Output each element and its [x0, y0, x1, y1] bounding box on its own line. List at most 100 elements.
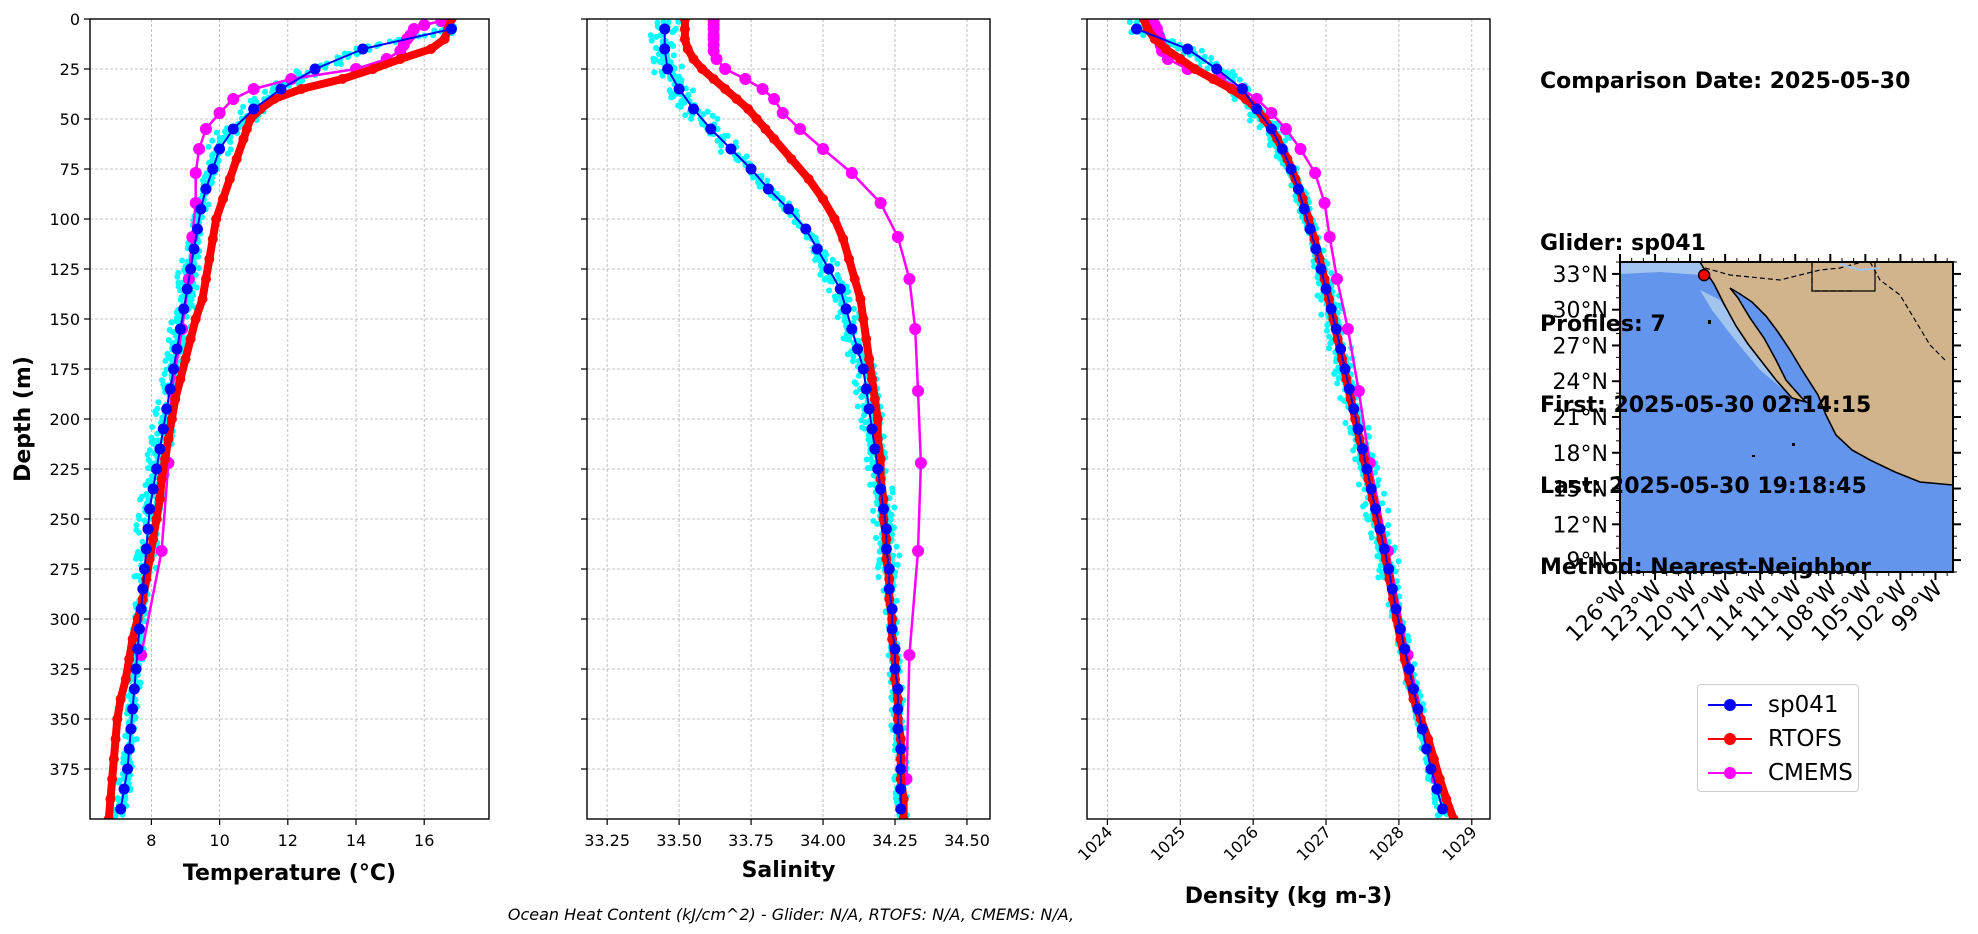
series-point-sp041: [127, 703, 139, 715]
raw-point: [870, 507, 877, 514]
raw-point: [1385, 522, 1392, 529]
temperature-frame: [89, 18, 490, 820]
map-land-east: [1945, 325, 1953, 420]
raw-point: [112, 812, 119, 819]
series-point-rtofs: [245, 114, 256, 124]
series-point-sp041: [1390, 603, 1402, 615]
raw-point: [1256, 124, 1263, 131]
map-island-2: [1792, 443, 1795, 446]
salinity-panel: 33.25 33.50 33.75 34.00 34.25 34.50 Salinity: [581, 18, 991, 883]
raw-point: [714, 125, 721, 132]
density-raw-points: [1126, 19, 1451, 819]
raw-point: [855, 372, 862, 379]
raw-point: [1318, 296, 1325, 303]
series-line-sp041: [1136, 28, 1444, 810]
series-point-sp041: [181, 283, 193, 295]
raw-point: [1204, 65, 1211, 72]
series-line-cmems: [1151, 20, 1439, 780]
raw-point: [200, 177, 207, 184]
raw-point: [227, 139, 234, 146]
series-point-cmems: [914, 457, 927, 469]
raw-point: [858, 394, 865, 401]
series-point-rtofs: [682, 44, 693, 54]
series-point-sp041: [118, 783, 130, 795]
map-lat-label: 12°N: [1553, 513, 1608, 538]
series-point-rtofs: [439, 34, 450, 44]
x-tick-label: 16: [414, 831, 434, 850]
y-tick-label: 350: [49, 710, 80, 729]
series-point-rtofs: [238, 134, 249, 144]
series-point-cmems: [1294, 143, 1307, 155]
density-series: [1131, 19, 1459, 819]
series-point-cmems: [891, 231, 904, 243]
y-tick-label: 250: [49, 510, 80, 529]
series-point-rtofs: [163, 434, 174, 444]
raw-point: [237, 109, 244, 116]
series-point-rtofs: [1189, 64, 1200, 74]
raw-point: [1324, 327, 1331, 334]
series-point-rtofs: [124, 654, 135, 664]
series-point-sp041: [1386, 583, 1398, 595]
profiles-count: Profiles: 7: [1540, 312, 1666, 337]
series-point-sp041: [1292, 183, 1304, 195]
raw-point: [1236, 76, 1243, 83]
raw-point: [845, 288, 852, 295]
raw-point: [1350, 447, 1357, 454]
series-point-cmems: [1341, 323, 1354, 335]
raw-point: [832, 296, 839, 303]
series-point-sp041: [1394, 623, 1406, 635]
raw-point: [262, 88, 269, 95]
series-point-rtofs: [112, 714, 123, 724]
series-point-sp041: [115, 803, 127, 815]
legend-label-rtofs: RTOFS: [1768, 726, 1842, 752]
raw-point: [1266, 142, 1273, 149]
series-point-sp041: [863, 403, 875, 415]
series-point-cmems: [1318, 197, 1331, 209]
raw-point: [791, 218, 798, 225]
x-tick-label: 8: [146, 831, 156, 850]
y-tick-label: 0: [70, 10, 80, 29]
raw-point: [136, 515, 143, 522]
method: Method: Nearest-Neighbor: [1540, 555, 1871, 580]
series-point-sp041: [1310, 243, 1322, 255]
y-tick-label: 300: [49, 610, 80, 629]
series-point-sp041: [892, 683, 904, 695]
series-point-cmems: [794, 123, 807, 135]
x-tick-label: 33.50: [656, 831, 702, 850]
series-point-cmems: [1265, 107, 1278, 119]
raw-point: [133, 522, 140, 529]
raw-point: [1324, 260, 1331, 267]
series-point-sp041: [275, 83, 287, 95]
series-point-rtofs: [241, 124, 252, 134]
series-point-sp041: [1315, 263, 1327, 275]
raw-point: [670, 52, 677, 59]
x-tick-label: 1027: [1293, 822, 1335, 864]
series-point-rtofs: [708, 74, 719, 84]
x-tick-label: 34.50: [944, 831, 990, 850]
raw-point: [168, 319, 175, 326]
map-lat-label: 15°N: [1553, 478, 1608, 503]
series-point-sp041: [1356, 443, 1368, 455]
series-point-rtofs: [872, 434, 883, 444]
raw-point: [1375, 574, 1382, 581]
raw-point: [655, 51, 662, 58]
map-lat-label: 33°N: [1553, 263, 1608, 288]
density-grid: [1087, 18, 1490, 819]
x-tick-label: 1025: [1147, 822, 1189, 864]
series-point-rtofs: [855, 294, 866, 304]
series-point-rtofs: [185, 334, 196, 344]
map-shelf-gulf-of-california: [1700, 290, 1808, 400]
first-time: First: 2025-05-30 02:14:15: [1540, 393, 1872, 418]
raw-point: [817, 271, 824, 278]
series-point-rtofs: [120, 674, 131, 684]
series-point-cmems: [739, 73, 752, 85]
raw-point: [139, 538, 146, 545]
series-point-sp041: [164, 383, 176, 395]
y-tick-label: 200: [49, 410, 80, 429]
raw-point: [893, 597, 900, 604]
raw-point: [861, 425, 868, 432]
raw-point: [699, 121, 706, 128]
raw-point: [850, 305, 857, 312]
raw-point: [874, 501, 881, 508]
